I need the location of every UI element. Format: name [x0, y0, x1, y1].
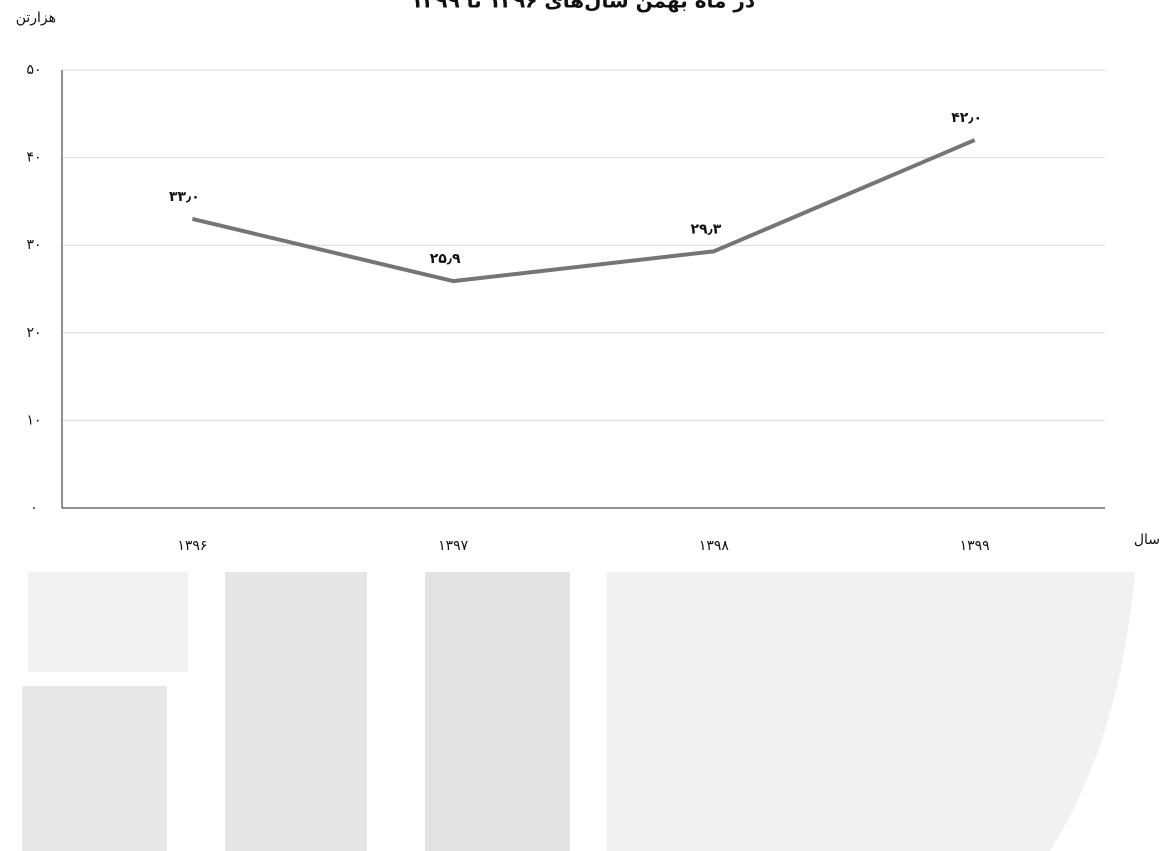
data-line — [191, 138, 976, 284]
y-tick-label: ۰ — [30, 500, 38, 516]
y-tick-label: ۳۰ — [26, 237, 41, 253]
chart-title: در ماه بهمن سال‌های ۱۳۹۶ تا ۱۳۹۹ — [411, 0, 755, 13]
data-label: ۲۹٫۳ — [690, 221, 721, 237]
placeholder-block — [28, 572, 188, 672]
x-tick-label: ۱۳۹۶ — [177, 538, 207, 554]
y-axis-label: هزارتن — [16, 10, 56, 26]
x-tick-label: ۱۳۹۷ — [438, 538, 469, 554]
background-decoration — [22, 572, 1135, 851]
data-label: ۴۲٫۰ — [951, 110, 982, 126]
y-tick-label: ۵۰ — [26, 62, 41, 78]
x-tick-label: ۱۳۹۹ — [960, 538, 990, 554]
placeholder-block — [225, 572, 367, 851]
placeholder-block — [607, 572, 1135, 851]
y-tick-label: ۴۰ — [26, 150, 41, 166]
data-label: ۲۵٫۹ — [430, 251, 461, 267]
placeholder-block — [22, 686, 167, 851]
y-tick-label: ۲۰ — [26, 325, 41, 341]
y-tick-label: ۱۰ — [26, 412, 41, 428]
placeholder-block — [425, 572, 570, 851]
x-axis-label: سال — [1134, 532, 1160, 548]
data-label: ۳۳٫۰ — [169, 189, 200, 205]
x-tick-label: ۱۳۹۸ — [699, 538, 730, 554]
